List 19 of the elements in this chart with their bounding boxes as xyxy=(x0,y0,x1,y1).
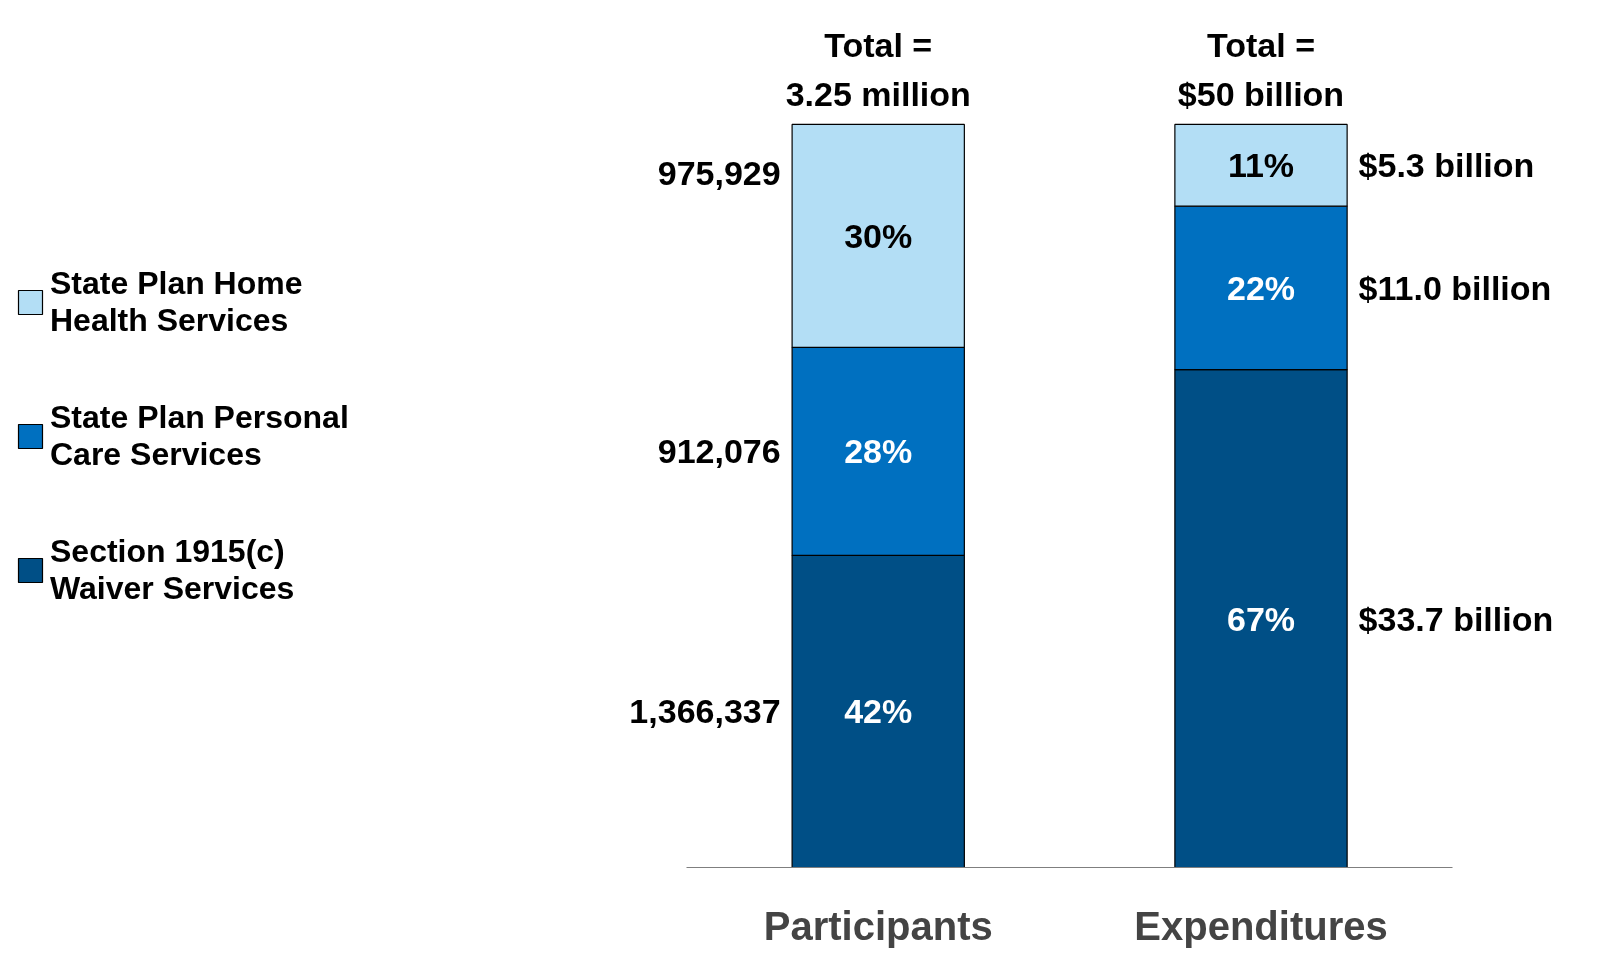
data-label: 11% xyxy=(1227,146,1295,185)
annotation: 975,929 xyxy=(657,153,781,192)
data-label: 28% xyxy=(844,432,913,471)
x-tick-label: Participants xyxy=(763,903,993,948)
x-tick-label: Expenditures xyxy=(1134,903,1388,948)
text: Total = $50 billion xyxy=(1177,25,1345,114)
data-label: 22% xyxy=(1226,268,1296,307)
data-label: 67% xyxy=(1226,599,1296,638)
text: Total = 3.25 million xyxy=(785,25,971,114)
annotation: $5.3 billion xyxy=(1358,146,1535,185)
annotation: 1,366,337 xyxy=(629,691,781,730)
data-label: 42% xyxy=(844,692,913,731)
legend-label: Section 1915(c) Waiver Services xyxy=(50,533,295,607)
legend-label: State Plan Home Health Services xyxy=(50,265,303,339)
annotation: 912,076 xyxy=(657,431,781,470)
data-label: 30% xyxy=(844,216,913,255)
annotation: $33.7 billion xyxy=(1358,599,1554,638)
annotation: $11.0 billion xyxy=(1358,268,1552,307)
legend-label: State Plan Personal Care Services xyxy=(50,399,349,473)
